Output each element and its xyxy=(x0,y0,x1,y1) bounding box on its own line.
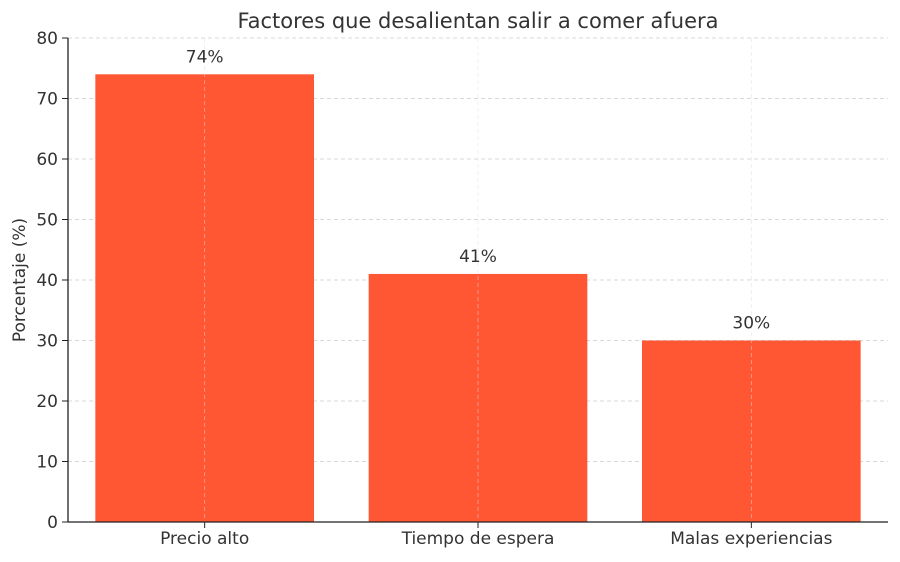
y-axis-label: Porcentaje (%) xyxy=(10,218,30,342)
y-tick-label: 70 xyxy=(36,90,58,110)
y-tick-label: 30 xyxy=(36,332,58,352)
y-tick-label: 60 xyxy=(36,150,58,170)
y-tick-label: 50 xyxy=(36,211,58,231)
x-tick-label: Precio alto xyxy=(160,529,249,549)
data-label: 74% xyxy=(186,47,224,67)
y-tick-label: 0 xyxy=(47,513,58,533)
x-tick-label: Malas experiencias xyxy=(670,529,832,549)
y-tick-label: 10 xyxy=(36,453,58,473)
y-tick-label: 80 xyxy=(36,29,58,49)
x-tick-label: Tiempo de espera xyxy=(401,529,555,549)
data-label: 41% xyxy=(459,247,497,267)
data-label: 30% xyxy=(732,314,770,334)
chart-title: Factores que desalientan salir a comer a… xyxy=(237,9,718,33)
y-tick-label: 40 xyxy=(36,271,58,291)
y-tick-label: 20 xyxy=(36,392,58,412)
